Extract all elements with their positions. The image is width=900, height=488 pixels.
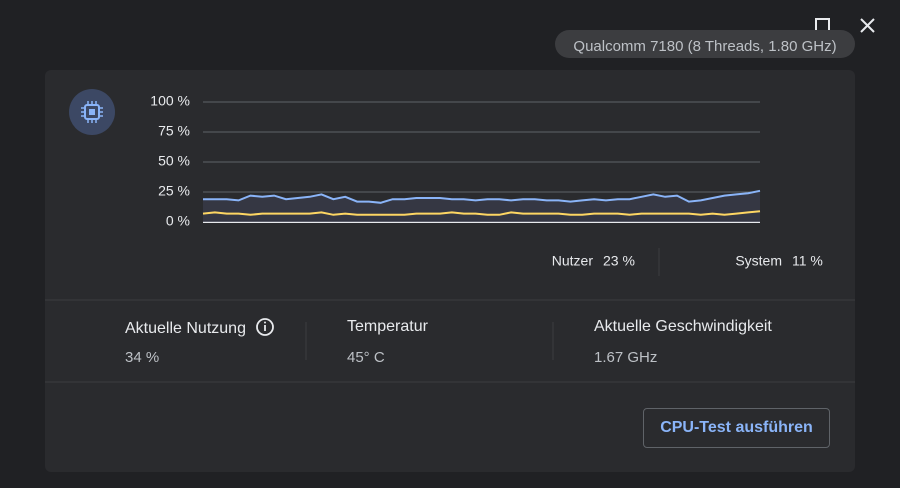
metric-value: 45° C — [347, 349, 385, 366]
y-tick-label: 100 % — [150, 93, 190, 109]
metric-label: Aktuelle Nutzung — [125, 320, 246, 337]
chip-core — [89, 109, 95, 115]
legend-label: System — [735, 253, 782, 269]
chart: 0 % 25 % 50 % 75 % 100 % Nutzer 23 % System 11 % — [45, 89, 855, 383]
info-icon[interactable] — [256, 318, 274, 336]
chip-pins — [81, 101, 103, 123]
info-icon-dot — [264, 321, 266, 324]
cpu-card: 0 % 25 % 50 % 75 % 100 % Nutzer 23 % System 11 %… — [45, 70, 855, 472]
y-tick-label: 0 % — [166, 213, 190, 229]
legend-label: Nutzer — [552, 253, 594, 269]
y-tick-label: 50 % — [158, 153, 190, 169]
line — [203, 189, 761, 204]
legend-value: 23 % — [603, 253, 635, 269]
metric-label: Aktuelle Geschwindigkeit — [594, 318, 772, 335]
y-tick-label: 25 % — [158, 183, 190, 199]
processor-pill: Qualcomm 7180 (8 Threads, 1.80 GHz) — [555, 30, 855, 58]
metric-value: 34 % — [125, 349, 160, 366]
line — [202, 210, 761, 216]
y-tick-label: 75 % — [158, 123, 190, 139]
metric-label: Temperatur — [347, 318, 428, 335]
run-test-button[interactable]: CPU-Test ausführen — [643, 408, 830, 448]
legend-value: 11 % — [792, 253, 823, 269]
metric-value: 1.67 GHz — [594, 349, 658, 366]
close-button[interactable] — [860, 18, 875, 33]
